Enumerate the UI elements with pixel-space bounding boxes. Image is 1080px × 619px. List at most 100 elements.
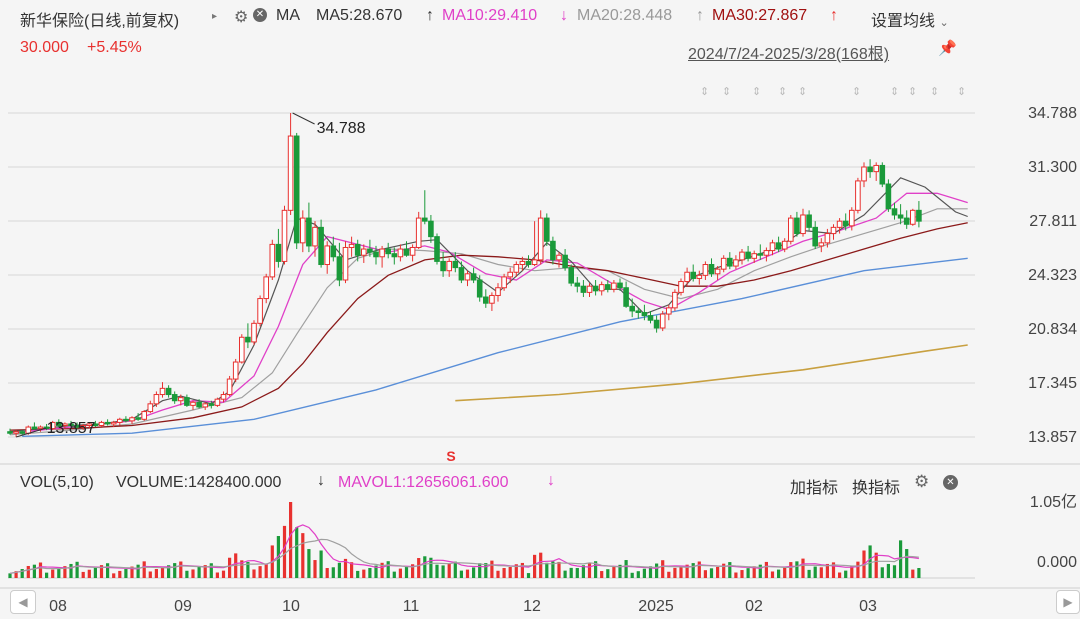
volume-bar: [892, 565, 897, 578]
volume-bar: [655, 563, 659, 578]
volume-bar: [618, 564, 622, 578]
volume-bar: [282, 525, 287, 578]
candle-body: [611, 282, 617, 290]
candle-body: [678, 281, 684, 293]
volume-bar: [770, 571, 775, 578]
candle-body: [275, 243, 282, 262]
candle-body: [123, 418, 129, 422]
candle-body: [391, 253, 398, 258]
volume-bar: [587, 563, 592, 578]
candle-body: [635, 310, 642, 313]
candle-body: [367, 248, 373, 253]
chart-tool-icon: ⇕: [700, 86, 709, 98]
x-tick-label: 12: [523, 598, 541, 615]
volume-bar: [313, 560, 317, 578]
candle-body: [702, 264, 709, 276]
candle-body: [708, 264, 715, 275]
volume-bar: [246, 561, 250, 578]
candle-body: [739, 251, 745, 261]
volume-bar: [819, 567, 823, 578]
y-tick-label: 13.857: [1028, 429, 1077, 446]
candle-body: [885, 183, 892, 210]
volume-bar: [758, 564, 762, 578]
scroll-right-button[interactable]: ▶: [1056, 590, 1080, 614]
x-tick-label: 08: [49, 598, 67, 615]
candle-body: [855, 180, 861, 211]
ma30-line: [9, 222, 968, 431]
candle-body: [19, 431, 25, 434]
indicator-close-icon[interactable]: ✕: [943, 475, 958, 490]
pin-icon[interactable]: 📌: [938, 40, 957, 57]
volume-bar: [362, 569, 366, 578]
switch-indicator-button[interactable]: 换指标: [852, 480, 901, 497]
volume-bar: [331, 567, 335, 578]
candle-body: [354, 243, 361, 256]
candle-body: [208, 403, 215, 406]
candle-body: [495, 287, 501, 296]
candle-body: [43, 426, 50, 430]
candle-body: [178, 397, 184, 402]
volume-bar: [301, 533, 305, 578]
volume-bar: [844, 570, 848, 578]
candle-body: [794, 217, 800, 235]
candle-body: [849, 209, 855, 227]
close-circle-icon[interactable]: ✕: [253, 8, 267, 22]
candle-body: [184, 397, 190, 406]
candle-body: [458, 267, 465, 281]
volume-bar: [563, 570, 567, 578]
volume-bar: [45, 572, 49, 578]
volume-bar: [600, 571, 604, 578]
candle-body: [812, 226, 819, 247]
candle-body: [684, 271, 690, 283]
ma20-arrow-icon: ↑: [696, 7, 704, 24]
indicator-gear-icon[interactable]: ⚙: [914, 472, 930, 491]
low-pointer: [15, 427, 47, 438]
volume-bar: [783, 567, 787, 578]
stock-name[interactable]: 新华保险: [20, 13, 85, 30]
candle-body: [897, 214, 904, 219]
add-indicator-button[interactable]: 加指标: [790, 480, 839, 497]
candle-body: [452, 260, 459, 269]
volume-bar: [886, 563, 890, 578]
gear-icon[interactable]: ⚙: [234, 9, 249, 26]
ma-settings-button[interactable]: 设置均线 ⌄: [871, 7, 949, 31]
chart-tool-icon: ⇕: [798, 86, 807, 98]
volume-bar: [868, 545, 872, 578]
volume-bar: [667, 571, 671, 578]
candle-body: [336, 256, 343, 281]
scroll-left-button[interactable]: ◀: [10, 590, 36, 614]
volume-bar: [356, 570, 360, 578]
chart-tool-icon: ⇕: [752, 86, 761, 98]
volume-bar: [240, 560, 244, 578]
volume-bar: [179, 561, 183, 578]
volume-bar: [295, 527, 299, 578]
candle-body: [788, 217, 794, 242]
candle-body: [550, 240, 556, 261]
volume-bar: [526, 573, 531, 578]
candle-body: [666, 307, 672, 315]
candle-body: [263, 276, 269, 300]
volume-bar: [606, 569, 610, 578]
candle-body: [422, 217, 428, 222]
candle-body: [165, 387, 172, 396]
volume-bar: [411, 564, 415, 578]
x-tick-label: 11: [403, 598, 420, 615]
volume-bar: [856, 561, 860, 578]
volume-bar: [709, 568, 714, 578]
candle-body: [501, 276, 507, 289]
candle-body: [727, 257, 733, 267]
candle-body: [489, 294, 495, 304]
candle-body: [879, 164, 886, 185]
volume-bar: [221, 570, 226, 578]
volume-value: VOLUME:1428400.000: [116, 474, 282, 491]
volume-bar: [612, 566, 616, 578]
volume-bar: [160, 567, 165, 578]
high-pointer: [292, 112, 315, 125]
candle-body: [861, 166, 867, 182]
volume-bar: [404, 566, 409, 578]
expand-arrow-icon[interactable]: ▸: [212, 11, 218, 22]
candle-body: [592, 285, 599, 292]
candle-body: [574, 282, 581, 287]
candle-body: [80, 424, 87, 428]
